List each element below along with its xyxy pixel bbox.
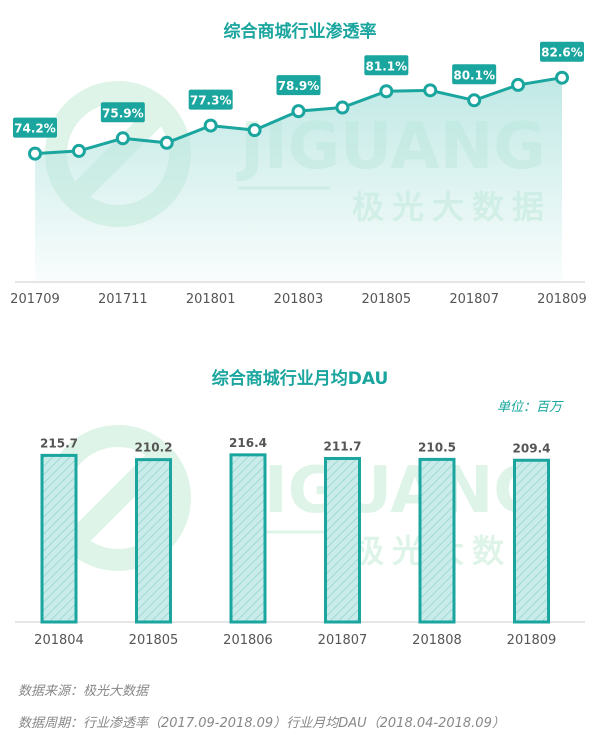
bar-chart: JIGUANG极光大数据 215.7 201804 210.2 201805 216.4…	[15, 425, 585, 648]
x-tick-label: 201808	[412, 633, 462, 648]
bar-value-label: 216.4	[229, 436, 267, 450]
value-label: 80.1%	[453, 68, 495, 82]
line-point-201712	[159, 135, 174, 150]
bar-201807	[324, 456, 361, 624]
x-tick-label: 201801	[186, 292, 236, 307]
bar-value-label: 211.7	[324, 439, 362, 453]
bar-value-label: 209.4	[513, 441, 551, 455]
x-tick-label: 201806	[223, 633, 273, 648]
x-tick-label: 201805	[129, 633, 179, 648]
value-label: 75.9%	[102, 106, 144, 120]
watermark-logo: JIGUANG极光大数据	[45, 425, 546, 571]
bar-value-label: 210.5	[418, 440, 456, 454]
data-period-note: 数据周期：行业渗透率（2017.09-2018.09）行业月均DAU（2018.…	[18, 716, 505, 731]
value-label: 81.1%	[366, 59, 408, 73]
x-tick-label: 201804	[34, 633, 84, 648]
watermark-brand: JIGUANG	[236, 454, 546, 528]
x-tick-label: 201803	[274, 292, 324, 307]
value-label-box	[364, 55, 409, 76]
value-label-box	[13, 117, 57, 138]
bar-201808	[418, 457, 456, 624]
unit-label: 单位：百万	[496, 400, 562, 415]
x-tick-label: 201809	[507, 633, 557, 648]
x-tick-label: 201807	[449, 292, 499, 307]
line-point-201805	[379, 84, 394, 99]
line-point-201804	[335, 100, 350, 115]
line-point-201802	[247, 123, 262, 138]
x-tick-label: 201711	[98, 292, 148, 307]
value-label: 78.9%	[278, 79, 320, 93]
x-tick-label: 201807	[318, 633, 368, 648]
value-label: 77.3%	[190, 94, 232, 108]
value-label-box	[100, 102, 145, 123]
x-tick-label: 201809	[537, 292, 587, 307]
line-chart: JIGUANG极光大数据 74.2%75.9%77.3%78.9%81.1%80…	[10, 41, 587, 307]
line-point-201806	[423, 83, 438, 98]
value-label: 74.2%	[14, 122, 56, 136]
line-point-201710	[71, 143, 86, 158]
value-label-box	[540, 41, 584, 62]
line-point-201801	[203, 118, 218, 133]
line-point-201803	[291, 104, 306, 119]
bar-201804	[40, 453, 78, 624]
bar-value-label: 215.7	[40, 436, 78, 450]
bar-201809	[513, 458, 550, 624]
data-source-note: 数据来源：极光大数据	[18, 684, 149, 699]
x-tick-label: 201709	[10, 292, 60, 307]
value-label: 82.6%	[541, 46, 583, 60]
value-label-box	[452, 64, 497, 85]
line-area-fill	[35, 77, 562, 282]
line-point-201809	[555, 70, 569, 85]
line-chart-title: 综合商城行业渗透率	[223, 22, 377, 42]
bar-chart-title: 综合商城行业月均DAU	[211, 369, 389, 389]
x-tick-label: 201805	[362, 292, 412, 307]
value-label-box	[276, 75, 321, 96]
line-point-201709	[28, 146, 42, 161]
bar-201805	[135, 458, 172, 624]
line-point-201711	[115, 131, 130, 146]
bar-value-label: 210.2	[135, 441, 173, 455]
value-label-box	[188, 89, 233, 110]
line-point-201808	[511, 77, 526, 92]
line-point-201807	[467, 93, 482, 108]
bar-201806	[229, 453, 267, 624]
